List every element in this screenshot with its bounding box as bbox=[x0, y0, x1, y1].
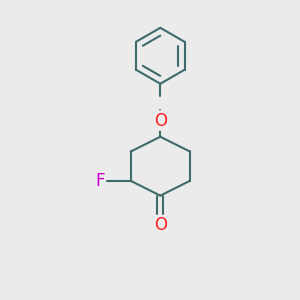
Text: O: O bbox=[154, 112, 167, 130]
Text: F: F bbox=[95, 172, 105, 190]
Text: O: O bbox=[154, 216, 167, 234]
